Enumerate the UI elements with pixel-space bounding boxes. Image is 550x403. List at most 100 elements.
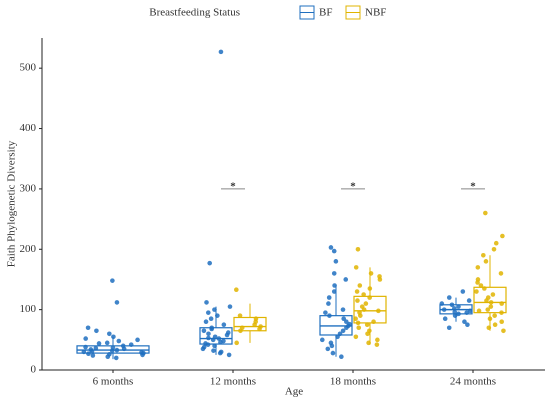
point [481, 253, 486, 258]
point [358, 313, 363, 318]
point [110, 278, 115, 283]
point [446, 295, 452, 300]
point [319, 337, 325, 343]
point [478, 283, 484, 288]
point [488, 304, 494, 309]
point [326, 301, 331, 306]
point [328, 245, 334, 250]
point [208, 316, 214, 321]
legend-label: BF [319, 7, 332, 19]
point [460, 289, 466, 294]
point [361, 292, 366, 297]
y-tick-label: 100 [20, 303, 37, 315]
point [456, 304, 461, 309]
point [368, 271, 374, 276]
point [500, 233, 505, 239]
point [493, 240, 499, 246]
point [201, 328, 207, 334]
point [483, 259, 489, 264]
point [339, 354, 344, 360]
point [86, 351, 91, 357]
point [90, 353, 96, 358]
legend-label: NBF [365, 7, 386, 19]
point [344, 319, 349, 325]
point [224, 332, 230, 338]
point [364, 322, 370, 328]
x-tick-label: 24 months [450, 376, 496, 388]
significance-label: * [230, 180, 236, 192]
point [465, 322, 470, 328]
x-tick-label: 12 months [210, 376, 256, 388]
point [485, 307, 491, 312]
point [475, 280, 480, 285]
point [85, 325, 91, 331]
box [473, 286, 507, 314]
point [341, 316, 346, 321]
point [323, 310, 328, 315]
point [474, 289, 479, 294]
point [113, 355, 119, 361]
point [340, 328, 346, 334]
point [375, 337, 380, 343]
point [234, 340, 239, 346]
y-tick-label: 200 [20, 243, 37, 255]
point [492, 322, 498, 328]
point [135, 337, 140, 343]
point [218, 339, 223, 345]
point [499, 319, 505, 325]
point [211, 348, 216, 353]
point [206, 331, 211, 337]
point [203, 319, 209, 325]
point [442, 316, 448, 321]
box [199, 327, 233, 345]
point [207, 260, 212, 266]
point [462, 319, 467, 325]
point [218, 49, 224, 55]
point [353, 265, 359, 270]
point [227, 304, 233, 309]
point [365, 331, 370, 337]
point [104, 340, 110, 346]
point [355, 298, 360, 303]
point [234, 287, 239, 293]
point [205, 342, 211, 347]
point [204, 300, 209, 305]
point [490, 292, 496, 297]
point [363, 301, 369, 306]
point [105, 354, 111, 360]
point [325, 346, 331, 352]
point [466, 298, 472, 303]
y-tick-label: 500 [20, 62, 37, 74]
point [475, 265, 481, 270]
point [331, 289, 337, 294]
point [329, 343, 335, 349]
point [83, 336, 88, 341]
point [353, 334, 359, 340]
point [237, 313, 243, 318]
point [501, 328, 506, 334]
point [492, 313, 497, 318]
point [114, 300, 120, 305]
point [374, 342, 380, 347]
y-tick-label: 0 [31, 364, 37, 376]
point [330, 350, 336, 356]
point [205, 310, 211, 315]
point [476, 308, 482, 314]
point [483, 210, 488, 216]
y-axis-title: Faith Phylogenetic Diversity [6, 140, 18, 267]
point [257, 326, 262, 332]
point [107, 331, 112, 337]
point [140, 352, 145, 358]
point [340, 307, 346, 312]
point [377, 277, 383, 282]
y-tick-label: 300 [20, 182, 37, 194]
point [498, 271, 504, 276]
point [356, 325, 362, 331]
point [94, 328, 99, 334]
point [217, 350, 223, 356]
point [355, 246, 361, 252]
point [452, 309, 458, 315]
point [96, 341, 102, 346]
legend-title: Breastfeeding Status [149, 7, 240, 19]
